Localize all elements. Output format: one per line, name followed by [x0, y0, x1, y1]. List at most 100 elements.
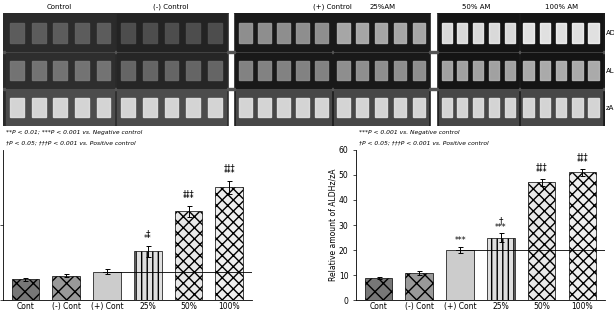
Bar — [524, 98, 534, 117]
Bar — [239, 61, 252, 80]
Text: ***P < 0.001 vs. Negative control: ***P < 0.001 vs. Negative control — [359, 130, 459, 135]
Bar — [457, 61, 467, 80]
Bar — [117, 90, 226, 125]
Bar — [446, 250, 474, 300]
Bar — [236, 14, 331, 51]
Bar — [432, 13, 436, 126]
Bar — [588, 23, 599, 43]
Bar — [338, 23, 349, 43]
Bar — [441, 61, 452, 80]
Bar — [96, 23, 111, 43]
Bar — [52, 276, 80, 300]
Bar — [297, 23, 309, 43]
Bar — [186, 61, 200, 80]
Bar — [278, 23, 290, 43]
Text: Control: Control — [47, 4, 72, 10]
Bar — [165, 61, 179, 80]
Bar — [143, 23, 157, 43]
Bar — [505, 98, 515, 117]
Bar — [3, 51, 605, 53]
Bar — [32, 61, 45, 80]
Text: †P < 0.05; †††P < 0.001 vs. Positive control: †P < 0.05; †††P < 0.001 vs. Positive con… — [6, 141, 135, 146]
Bar — [117, 54, 226, 88]
Text: †P < 0.05; †††P < 0.001 vs. Positive control: †P < 0.05; †††P < 0.001 vs. Positive con… — [359, 141, 488, 146]
Bar — [356, 98, 368, 117]
Bar — [278, 61, 290, 80]
Bar — [356, 61, 368, 80]
Bar — [165, 98, 179, 117]
Bar — [572, 61, 583, 80]
Bar — [122, 23, 135, 43]
Bar — [236, 54, 331, 88]
Bar — [528, 182, 556, 300]
Bar — [228, 13, 233, 126]
Bar — [394, 61, 406, 80]
Bar — [10, 23, 24, 43]
Bar — [122, 98, 135, 117]
Bar — [75, 61, 89, 80]
Text: ***: *** — [454, 236, 466, 245]
Bar — [569, 172, 596, 300]
Bar — [316, 61, 328, 80]
Bar — [413, 23, 425, 43]
Bar — [588, 98, 599, 117]
Bar — [505, 61, 515, 80]
Text: ***: *** — [183, 194, 195, 203]
Bar — [413, 61, 425, 80]
Bar — [258, 23, 271, 43]
Bar — [233, 13, 432, 126]
Bar — [53, 98, 67, 117]
Bar — [208, 98, 222, 117]
Bar — [3, 88, 605, 90]
Bar — [186, 98, 200, 117]
Bar — [375, 23, 387, 43]
Bar — [473, 98, 483, 117]
Bar — [439, 14, 518, 51]
Text: ***: *** — [495, 223, 507, 232]
Bar — [505, 23, 515, 43]
Bar — [394, 23, 406, 43]
Bar — [540, 23, 550, 43]
Text: ***: *** — [577, 158, 588, 167]
Bar — [365, 278, 392, 300]
Bar — [405, 273, 433, 300]
Bar — [457, 98, 467, 117]
Bar — [473, 61, 483, 80]
Bar — [439, 90, 518, 125]
Text: †: † — [499, 216, 503, 225]
Bar — [338, 98, 349, 117]
Text: ***: *** — [223, 169, 235, 178]
Bar — [394, 98, 406, 117]
Bar — [334, 14, 429, 51]
Bar — [75, 23, 89, 43]
Bar — [134, 251, 161, 300]
Text: †††: ††† — [223, 163, 235, 172]
Bar — [316, 98, 328, 117]
Bar — [521, 54, 602, 88]
Bar — [572, 98, 583, 117]
Bar — [208, 23, 222, 43]
Text: (+) Control: (+) Control — [313, 3, 352, 10]
Bar — [521, 90, 602, 125]
Bar — [489, 23, 499, 43]
Bar — [258, 61, 271, 80]
Bar — [10, 98, 24, 117]
Bar — [297, 98, 309, 117]
Bar — [473, 23, 483, 43]
Text: 50% AM: 50% AM — [462, 4, 491, 10]
Bar — [375, 61, 387, 80]
Bar — [186, 23, 200, 43]
Text: **P < 0.01; ***P < 0.001 vs. Negative control: **P < 0.01; ***P < 0.001 vs. Negative co… — [6, 130, 142, 135]
Bar — [556, 61, 566, 80]
Bar — [239, 23, 252, 43]
Bar — [524, 61, 534, 80]
Bar — [375, 98, 387, 117]
Bar — [6, 54, 114, 88]
Bar — [53, 61, 67, 80]
Text: †††: ††† — [536, 162, 548, 171]
Bar — [278, 98, 290, 117]
Bar — [96, 98, 111, 117]
Text: †††: ††† — [183, 189, 195, 198]
Bar — [413, 98, 425, 117]
Bar — [6, 90, 114, 125]
